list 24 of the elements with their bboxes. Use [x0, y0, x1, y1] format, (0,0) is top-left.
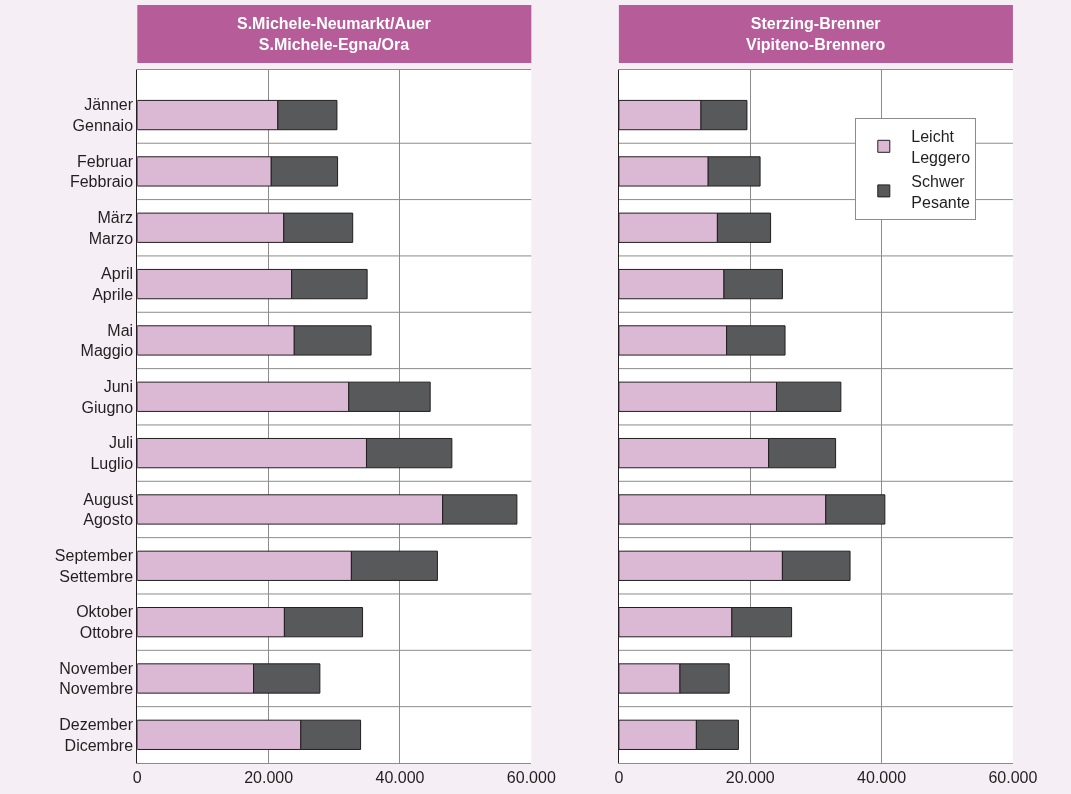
chart-title: Sterzing-Brenner Vipiteno-Brennero: [746, 15, 886, 53]
y-tick-label: Oktober Ottobre: [76, 603, 134, 642]
legend-label: Schwer Pesante: [911, 172, 971, 211]
y-tick-label: März Marzo: [88, 208, 134, 247]
x-tick-label: 40.000: [375, 769, 425, 787]
y-tick-label: Mai Maggio: [80, 321, 134, 360]
x-tick-label: 0: [614, 769, 624, 787]
x-tick-label: 20.000: [244, 769, 294, 787]
y-tick-label: Jänner Gennaio: [72, 96, 134, 135]
y-tick-label: April Aprile: [92, 265, 134, 304]
x-tick-label: 0: [132, 769, 142, 787]
chart-title: S.Michele-Neumarkt/Auer S.Michele-Egna/Ora: [237, 15, 431, 53]
y-tick-label: Februar Febbraio: [69, 152, 134, 191]
x-tick-label: 60.000: [506, 769, 556, 787]
y-tick-label: November Novembre: [59, 659, 134, 698]
x-tick-label: 40.000: [857, 769, 907, 787]
x-tick-label: 60.000: [988, 769, 1038, 787]
x-tick-label: 20.000: [725, 769, 775, 787]
y-tick-label: August Agosto: [83, 490, 134, 529]
y-tick-label: Juli Luglio: [90, 434, 134, 473]
y-tick-label: Dezember Dicembre: [59, 716, 134, 754]
legend-label: Leicht Leggero: [911, 128, 971, 166]
y-tick-label: Juni Giugno: [81, 377, 134, 416]
y-tick-label: September Settembre: [54, 547, 134, 585]
